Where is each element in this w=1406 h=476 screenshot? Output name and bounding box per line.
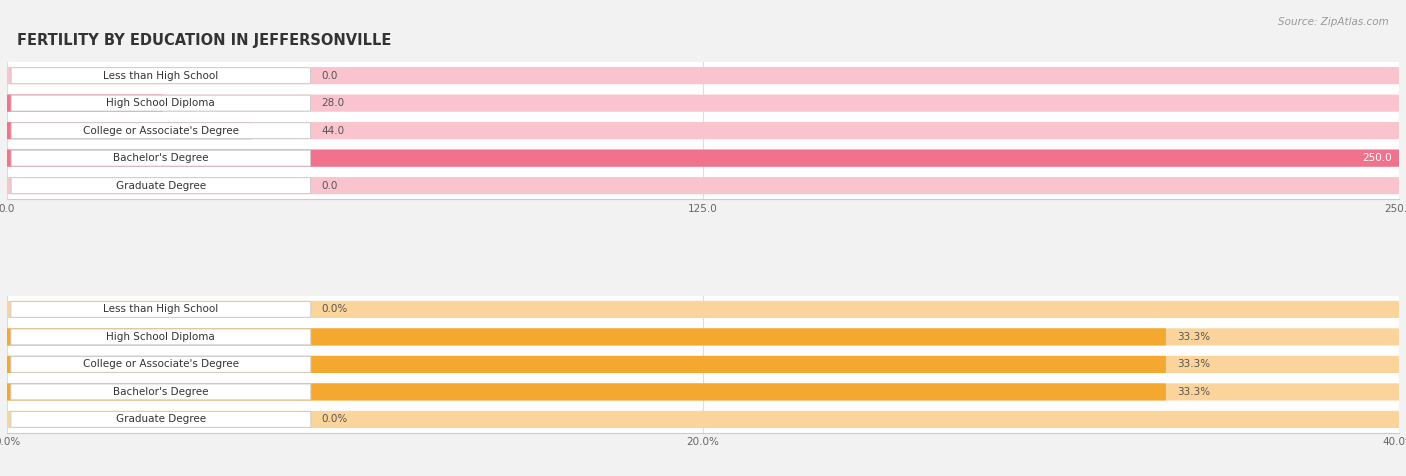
FancyBboxPatch shape [7, 411, 1399, 428]
Text: Source: ZipAtlas.com: Source: ZipAtlas.com [1278, 17, 1389, 27]
FancyBboxPatch shape [7, 122, 252, 139]
FancyBboxPatch shape [7, 177, 1399, 194]
Text: College or Associate's Degree: College or Associate's Degree [83, 126, 239, 136]
Text: Graduate Degree: Graduate Degree [115, 415, 205, 425]
FancyBboxPatch shape [7, 383, 1166, 400]
FancyBboxPatch shape [7, 356, 1399, 373]
FancyBboxPatch shape [11, 384, 311, 400]
Text: 44.0: 44.0 [322, 126, 344, 136]
FancyBboxPatch shape [7, 328, 1166, 346]
Text: FERTILITY BY EDUCATION IN JEFFERSONVILLE: FERTILITY BY EDUCATION IN JEFFERSONVILLE [17, 33, 391, 49]
Text: 33.3%: 33.3% [1177, 359, 1211, 369]
Text: High School Diploma: High School Diploma [107, 332, 215, 342]
FancyBboxPatch shape [7, 149, 1399, 167]
Text: Less than High School: Less than High School [103, 304, 218, 315]
FancyBboxPatch shape [11, 68, 311, 84]
FancyBboxPatch shape [7, 356, 1166, 373]
FancyBboxPatch shape [7, 301, 1399, 318]
FancyBboxPatch shape [7, 122, 1399, 139]
FancyBboxPatch shape [7, 328, 1399, 346]
FancyBboxPatch shape [11, 95, 311, 111]
Text: 28.0: 28.0 [322, 98, 344, 108]
FancyBboxPatch shape [11, 178, 311, 194]
Text: Bachelor's Degree: Bachelor's Degree [112, 153, 208, 163]
FancyBboxPatch shape [7, 67, 1399, 84]
Text: 0.0%: 0.0% [322, 415, 347, 425]
Text: 250.0: 250.0 [1362, 153, 1392, 163]
Text: 33.3%: 33.3% [1177, 332, 1211, 342]
FancyBboxPatch shape [11, 411, 311, 427]
FancyBboxPatch shape [11, 329, 311, 345]
Text: Graduate Degree: Graduate Degree [115, 180, 205, 191]
FancyBboxPatch shape [11, 301, 311, 317]
Text: Less than High School: Less than High School [103, 70, 218, 80]
FancyBboxPatch shape [11, 123, 311, 139]
Text: Bachelor's Degree: Bachelor's Degree [112, 387, 208, 397]
FancyBboxPatch shape [7, 383, 1399, 400]
FancyBboxPatch shape [7, 95, 163, 112]
FancyBboxPatch shape [7, 149, 1399, 167]
Text: 33.3%: 33.3% [1177, 387, 1211, 397]
Text: High School Diploma: High School Diploma [107, 98, 215, 108]
FancyBboxPatch shape [11, 150, 311, 166]
FancyBboxPatch shape [7, 95, 1399, 112]
Text: 0.0: 0.0 [322, 70, 337, 80]
Text: 0.0: 0.0 [322, 180, 337, 191]
Text: 0.0%: 0.0% [322, 304, 347, 315]
FancyBboxPatch shape [11, 357, 311, 372]
Text: College or Associate's Degree: College or Associate's Degree [83, 359, 239, 369]
